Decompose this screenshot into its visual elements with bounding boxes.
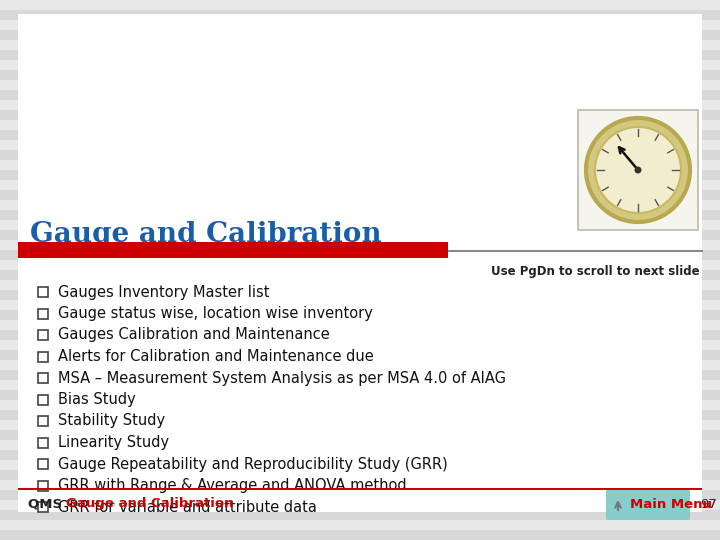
Bar [0, 30, 720, 40]
Bar [0, 90, 720, 100]
Bar [0, 400, 720, 410]
Bar [0, 460, 720, 470]
Bar [38, 308, 48, 319]
Bar [18, 242, 448, 258]
Bar [0, 330, 720, 340]
Bar [0, 130, 720, 140]
Bar [0, 490, 720, 500]
Bar [0, 50, 720, 60]
Bar [0, 110, 720, 120]
Bar [0, 470, 720, 480]
Bar [0, 430, 720, 440]
Bar [0, 290, 720, 300]
Text: Use PgDn to scroll to next slide: Use PgDn to scroll to next slide [491, 266, 700, 279]
Bar [0, 310, 720, 320]
Bar [0, 270, 720, 280]
Text: Main Menu: Main Menu [630, 498, 712, 511]
Bar [0, 410, 720, 420]
Text: QMS -: QMS - [28, 497, 77, 510]
Text: Gauge Repeatability and Reproducibility Study (GRR): Gauge Repeatability and Reproducibility … [58, 456, 448, 471]
Bar [0, 360, 720, 370]
Bar [0, 480, 720, 490]
Text: Linearity Study: Linearity Study [58, 435, 169, 450]
Bar [0, 170, 720, 180]
Bar [0, 230, 720, 240]
Bar [0, 0, 720, 10]
Bar [38, 502, 48, 512]
Bar [38, 437, 48, 448]
Text: Stability Study: Stability Study [58, 414, 165, 429]
Bar [0, 160, 720, 170]
Bar [38, 330, 48, 340]
Circle shape [586, 118, 690, 222]
Bar [0, 220, 720, 230]
Text: Gauges Inventory Master list: Gauges Inventory Master list [58, 285, 269, 300]
Bar [0, 380, 720, 390]
Bar [0, 420, 720, 430]
Bar [0, 280, 720, 290]
Bar [0, 70, 720, 80]
Bar [0, 530, 720, 540]
Bar [0, 390, 720, 400]
Circle shape [634, 166, 642, 173]
Text: Alerts for Calibration and Maintenance due: Alerts for Calibration and Maintenance d… [58, 349, 374, 364]
Bar [0, 100, 720, 110]
Bar [0, 60, 720, 70]
Bar [0, 20, 720, 30]
Bar [0, 500, 720, 510]
Bar [0, 80, 720, 90]
Bar [0, 140, 720, 150]
Text: Gauges Calibration and Maintenance: Gauges Calibration and Maintenance [58, 327, 330, 342]
Text: Bias Study: Bias Study [58, 392, 136, 407]
Text: Gauge status wise, location wise inventory: Gauge status wise, location wise invento… [58, 306, 373, 321]
Bar [0, 350, 720, 360]
Bar [578, 110, 698, 230]
Bar [0, 250, 720, 260]
Bar [38, 395, 48, 404]
Bar [0, 340, 720, 350]
Bar [0, 510, 720, 520]
Bar [0, 320, 720, 330]
Text: GRR with Range & Average and ANOVA method: GRR with Range & Average and ANOVA metho… [58, 478, 407, 493]
Circle shape [595, 127, 681, 213]
Bar [0, 40, 720, 50]
Bar [0, 260, 720, 270]
Bar [0, 200, 720, 210]
Bar [0, 10, 720, 20]
Text: Gauge and Calibration: Gauge and Calibration [66, 497, 233, 510]
Bar [0, 370, 720, 380]
Bar [0, 450, 720, 460]
Bar [0, 190, 720, 200]
Bar [38, 481, 48, 490]
Bar [38, 352, 48, 361]
Bar [0, 240, 720, 250]
Bar [38, 373, 48, 383]
Bar [0, 440, 720, 450]
Bar [38, 287, 48, 297]
Text: Gauge and Calibration: Gauge and Calibration [30, 221, 382, 248]
Bar [0, 210, 720, 220]
Bar [0, 300, 720, 310]
Bar [0, 180, 720, 190]
Bar [38, 459, 48, 469]
Bar [0, 520, 720, 530]
Bar [18, 488, 702, 490]
Bar [38, 416, 48, 426]
Bar [448, 249, 703, 252]
FancyBboxPatch shape [606, 490, 690, 520]
Text: MSA – Measurement System Analysis as per MSA 4.0 of AIAG: MSA – Measurement System Analysis as per… [58, 370, 506, 386]
Text: GRR for variable and attribute data: GRR for variable and attribute data [58, 500, 317, 515]
Text: 97: 97 [700, 497, 717, 510]
Bar [0, 150, 720, 160]
Bar [0, 120, 720, 130]
